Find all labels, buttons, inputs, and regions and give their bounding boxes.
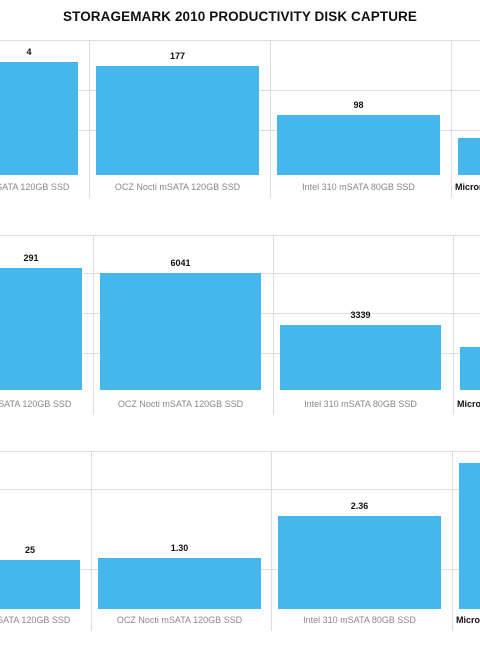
bar-chart-panel-1: 4 mSATA 120GB SSD 177 OCZ Nocti mSATA 120GB…	[0, 40, 480, 198]
bar-1	[0, 560, 80, 609]
bar-value-label-2: 177	[170, 51, 185, 61]
bar-4	[459, 463, 480, 609]
category-label-1: mSATA 120GB SSD	[0, 182, 70, 192]
bar-1	[0, 62, 78, 175]
bar-value-label-2: 6041	[170, 258, 190, 268]
category-label-1: mSATA 120GB SSD	[0, 399, 72, 409]
category-label-4: Micron	[455, 182, 480, 192]
bar-value-label-3: 98	[353, 100, 363, 110]
bar-value-label-2: 1.30	[171, 543, 189, 553]
category-label-2: OCZ Nocti mSATA 120GB SSD	[117, 615, 243, 625]
category-label-3: Intel 310 mSATA 80GB SSD	[302, 182, 415, 192]
bar-value-label-1: 291	[23, 253, 38, 263]
bar-2	[100, 273, 261, 390]
bar-2	[98, 558, 261, 609]
chart-title: STORAGEMARK 2010 PRODUCTIVITY DISK CAPTU…	[62, 9, 417, 24]
category-label-3: Intel 310 mSATA 80GB SSD	[303, 615, 416, 625]
bar-2	[96, 66, 259, 175]
category-label-2: OCZ Nocti mSATA 120GB SSD	[118, 399, 244, 409]
bar-4	[460, 347, 480, 390]
bar-chart-panel-3: 25 mSATA 120GB SSD 1.30 OCZ Nocti mSATA 120…	[0, 451, 480, 631]
category-label-4: Micron	[456, 615, 480, 625]
bar-value-label-3: 3339	[350, 310, 370, 320]
bar-value-label-1: 4	[26, 47, 31, 57]
bar-3	[280, 325, 441, 390]
category-label-3: Intel 310 mSATA 80GB SSD	[304, 399, 417, 409]
bar-value-label-3: 2.36	[351, 501, 369, 511]
bar-1	[0, 268, 82, 390]
bar-3	[277, 115, 440, 175]
bar-3	[278, 516, 441, 609]
category-label-4: Micron	[457, 399, 480, 409]
category-label-1: mSATA 120GB SSD	[0, 615, 71, 625]
bar-value-label-1: 25	[25, 545, 35, 555]
category-label-2: OCZ Nocti mSATA 120GB SSD	[115, 182, 241, 192]
bar-4	[458, 138, 480, 175]
bar-chart-panel-2: 291 mSATA 120GB SSD 6041 OCZ Nocti mSATA 12…	[0, 235, 480, 415]
